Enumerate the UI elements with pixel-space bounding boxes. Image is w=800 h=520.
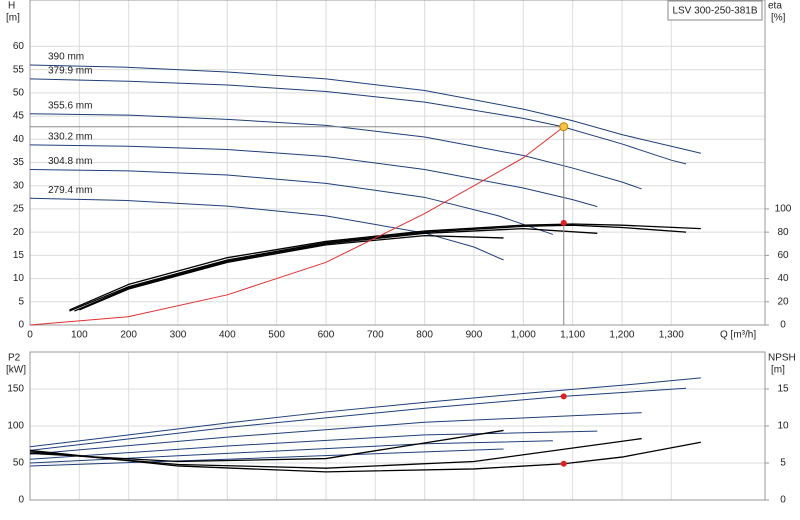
x-tick-label: 1,000 [511, 330, 536, 341]
chart-title: LSV 300-250-381B [672, 6, 757, 17]
title-box [667, 0, 763, 21]
curve [29, 437, 642, 469]
x-axis-label: Q [m³/h] [720, 330, 756, 341]
curve [29, 78, 687, 165]
y2-tick-label: 40 [777, 273, 789, 284]
x-tick-label: 1,200 [609, 330, 634, 341]
y2-axis-name: eta [768, 1, 782, 12]
y-tick-label: 15 [13, 250, 25, 261]
y-axis-name: P2 [8, 353, 21, 364]
y2-tick-label: 100 [775, 204, 792, 215]
plot-frame [29, 351, 766, 501]
y-axis-unit: [m] [6, 13, 20, 24]
curve [29, 126, 565, 326]
x-tick-label: 200 [120, 330, 137, 341]
x-tick-label: 1,100 [560, 330, 585, 341]
x-tick-label: 400 [219, 330, 236, 341]
y-tick-label: 5 [18, 296, 24, 307]
y-tick-label: 25 [13, 204, 25, 215]
duty-point [560, 393, 567, 400]
duty-point [560, 460, 567, 467]
y-tick-label: 50 [13, 87, 25, 98]
y2-axis-unit: [%] [771, 13, 786, 24]
y-tick-label: 0 [18, 320, 24, 331]
y-tick-label: 35 [13, 157, 25, 168]
x-tick-label: 0 [27, 330, 33, 341]
curve [79, 234, 504, 311]
curve [29, 441, 701, 473]
plot-frame [29, 0, 766, 326]
curve [29, 412, 642, 455]
y-tick-label: 55 [13, 64, 25, 75]
y-tick-label: 150 [7, 384, 24, 395]
curve [29, 144, 598, 208]
curve-label: 390 mm [48, 52, 84, 63]
x-tick-label: 800 [416, 330, 433, 341]
x-tick-label: 100 [71, 330, 88, 341]
curve [69, 223, 701, 311]
y2-axis-name: NPSH [768, 353, 796, 364]
curve-label: 355.6 mm [48, 100, 92, 111]
y-tick-label: 30 [13, 180, 25, 191]
x-tick-label: 900 [466, 330, 483, 341]
curve [29, 197, 504, 261]
curve [29, 377, 701, 448]
curve [29, 64, 701, 154]
x-tick-label: 500 [268, 330, 285, 341]
x-tick-label: 1,300 [659, 330, 684, 341]
x-tick-label: 600 [318, 330, 335, 341]
y2-tick-label: 15 [777, 384, 789, 395]
curve-label: 304.8 mm [48, 156, 92, 167]
x-tick-label: 700 [367, 330, 384, 341]
y-tick-label: 45 [13, 111, 25, 122]
duty-point [559, 122, 569, 132]
curve [29, 430, 598, 460]
y2-axis-unit: [m] [771, 365, 785, 376]
y-tick-label: 10 [13, 273, 25, 284]
y-tick-label: 0 [18, 495, 24, 506]
curve [69, 224, 687, 312]
y2-tick-label: 20 [777, 296, 789, 307]
y-tick-label: 60 [13, 41, 25, 52]
y2-tick-label: 60 [777, 250, 789, 261]
curve [29, 168, 554, 235]
curve [74, 228, 598, 312]
y2-tick-label: 80 [777, 227, 789, 238]
x-tick-label: 300 [170, 330, 187, 341]
y2-tick-label: 5 [780, 458, 786, 469]
y2-tick-label: 0 [780, 495, 786, 506]
curve [29, 429, 504, 463]
y2-tick-label: 10 [777, 421, 789, 432]
y-axis-name: H [8, 1, 15, 12]
curve [29, 113, 642, 190]
y-tick-label: 100 [7, 421, 24, 432]
curve-label: 330.2 mm [48, 131, 92, 142]
curve [29, 387, 687, 451]
curve-label: 279.4 mm [48, 185, 92, 196]
y2-tick-label: 0 [780, 320, 786, 331]
curve [29, 448, 504, 467]
y-tick-label: 40 [13, 134, 25, 145]
curve-label: 379.9 mm [48, 66, 92, 77]
y-axis-unit: [kW] [6, 365, 26, 376]
y-tick-label: 20 [13, 227, 25, 238]
duty-point [560, 219, 567, 226]
y-tick-label: 50 [13, 458, 25, 469]
